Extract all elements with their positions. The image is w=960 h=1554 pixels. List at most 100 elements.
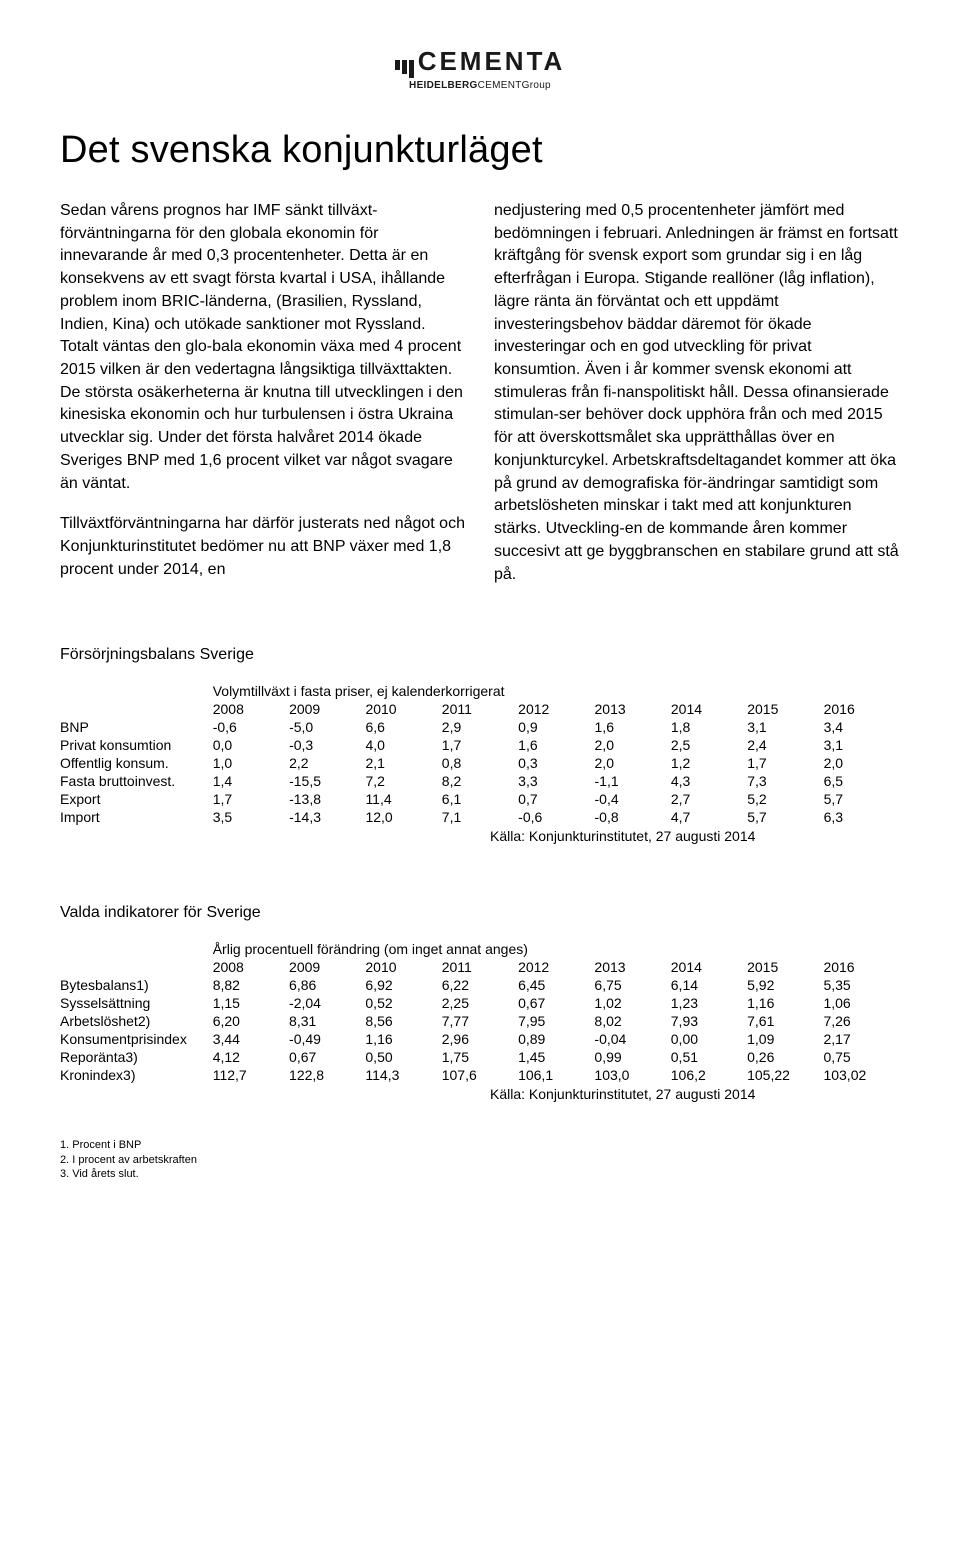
cell: 112,7 xyxy=(213,1066,289,1084)
cell: 0,89 xyxy=(518,1030,594,1048)
cell: 5,7 xyxy=(747,808,823,826)
cell: 106,2 xyxy=(671,1066,747,1084)
cell: -0,49 xyxy=(289,1030,365,1048)
cell: 7,2 xyxy=(365,772,441,790)
cell: -14,3 xyxy=(289,808,365,826)
cell: 6,5 xyxy=(824,772,900,790)
year-header: 2011 xyxy=(442,958,518,976)
cell: 2,0 xyxy=(824,754,900,772)
year-header: 2010 xyxy=(365,958,441,976)
cell: 3,3 xyxy=(518,772,594,790)
cell: 1,7 xyxy=(213,790,289,808)
cell: 1,6 xyxy=(518,736,594,754)
cell: 8,02 xyxy=(594,1012,670,1030)
table-caption: Årlig procentuell förändring (om inget a… xyxy=(213,940,900,958)
year-header: 2016 xyxy=(824,700,900,718)
table-row: Offentlig konsum.1,02,22,10,80,32,01,21,… xyxy=(60,754,900,772)
logo-text: CEMENTA xyxy=(418,46,566,76)
cell: 1,7 xyxy=(442,736,518,754)
cell: 6,22 xyxy=(442,976,518,994)
cell: 5,92 xyxy=(747,976,823,994)
cell: 1,75 xyxy=(442,1048,518,1066)
row-label: Konsumentprisindex xyxy=(60,1030,213,1048)
row-label: Export xyxy=(60,790,213,808)
cell: 6,86 xyxy=(289,976,365,994)
table-row: BNP-0,6-5,06,62,90,91,61,83,13,4 xyxy=(60,718,900,736)
cell: 4,12 xyxy=(213,1048,289,1066)
year-header: 2010 xyxy=(365,700,441,718)
column-left: Sedan vårens prognos har IMF sänkt tillv… xyxy=(60,200,466,586)
cell: 6,75 xyxy=(594,976,670,994)
cell: 2,7 xyxy=(671,790,747,808)
cell: 8,31 xyxy=(289,1012,365,1030)
table-row: Fasta bruttoinvest.1,4-15,57,28,23,3-1,1… xyxy=(60,772,900,790)
cell: 3,1 xyxy=(747,718,823,736)
year-header: 2016 xyxy=(823,958,900,976)
cell: 7,26 xyxy=(823,1012,900,1030)
cell: 7,77 xyxy=(442,1012,518,1030)
logo: CEMENTA HEIDELBERGCEMENTGroup xyxy=(60,48,900,91)
cell: -0,04 xyxy=(594,1030,670,1048)
table-row: Konsumentprisindex3,44-0,491,162,960,89-… xyxy=(60,1030,900,1048)
cell: 1,4 xyxy=(213,772,289,790)
cell: 3,1 xyxy=(824,736,900,754)
cell: 6,3 xyxy=(824,808,900,826)
cell: 4,3 xyxy=(671,772,747,790)
cell: 8,56 xyxy=(365,1012,441,1030)
cell: 0,00 xyxy=(671,1030,747,1048)
cell: 7,93 xyxy=(671,1012,747,1030)
table1-title: Försörjningsbalans Sverige xyxy=(60,646,900,664)
cell: 0,75 xyxy=(823,1048,900,1066)
row-label: Privat konsumtion xyxy=(60,736,213,754)
row-label: Sysselsättning xyxy=(60,994,213,1012)
cell: 107,6 xyxy=(442,1066,518,1084)
cell: 0,3 xyxy=(518,754,594,772)
cell: -13,8 xyxy=(289,790,365,808)
cell: 2,1 xyxy=(365,754,441,772)
cell: 0,8 xyxy=(442,754,518,772)
table1-source: Källa: Konjunkturinstitutet, 27 augusti … xyxy=(60,828,900,844)
year-header: 2012 xyxy=(518,958,594,976)
logo-sub: HEIDELBERGCEMENTGroup xyxy=(60,80,900,91)
table-row: Reporänta3)4,120,670,501,751,450,990,510… xyxy=(60,1048,900,1066)
cell: 114,3 xyxy=(365,1066,441,1084)
cell: 0,67 xyxy=(289,1048,365,1066)
cell: 0,51 xyxy=(671,1048,747,1066)
cell: 1,0 xyxy=(213,754,289,772)
cell: 4,0 xyxy=(365,736,441,754)
cell: 0,7 xyxy=(518,790,594,808)
cell: 6,45 xyxy=(518,976,594,994)
paragraph: Tillväxtförväntningarna har därför juste… xyxy=(60,513,466,581)
cell: 105,22 xyxy=(747,1066,823,1084)
cell: 2,0 xyxy=(595,736,671,754)
cell: 1,16 xyxy=(747,994,823,1012)
row-label: BNP xyxy=(60,718,213,736)
logo-bars-icon xyxy=(395,60,414,78)
table1: Volymtillväxt i fasta priser, ej kalende… xyxy=(60,682,900,826)
cell: 7,1 xyxy=(442,808,518,826)
cell: 103,02 xyxy=(823,1066,900,1084)
table-row: Sysselsättning1,15-2,040,522,250,671,021… xyxy=(60,994,900,1012)
row-label: Bytesbalans1) xyxy=(60,976,213,994)
page-title: Det svenska konjunkturläget xyxy=(60,129,900,172)
logo-main: CEMENTA xyxy=(60,48,900,78)
paragraph: nedjustering med 0,5 procentenheter jämf… xyxy=(494,200,900,586)
cell: 0,52 xyxy=(365,994,441,1012)
cell: 2,4 xyxy=(747,736,823,754)
footnote: 2. I procent av arbetskraften xyxy=(60,1153,900,1167)
footnotes: 1. Procent i BNP 2. I procent av arbetsk… xyxy=(60,1138,900,1181)
cell: 5,2 xyxy=(747,790,823,808)
cell: 1,2 xyxy=(671,754,747,772)
column-right: nedjustering med 0,5 procentenheter jämf… xyxy=(494,200,900,586)
table-row: Import3,5-14,312,07,1-0,6-0,84,75,76,3 xyxy=(60,808,900,826)
row-label: Arbetslöshet2) xyxy=(60,1012,213,1030)
cell: 1,6 xyxy=(595,718,671,736)
year-header: 2013 xyxy=(594,958,670,976)
cell: 1,7 xyxy=(747,754,823,772)
cell: -1,1 xyxy=(595,772,671,790)
cell: 1,06 xyxy=(823,994,900,1012)
cell: 2,5 xyxy=(671,736,747,754)
cell: 4,7 xyxy=(671,808,747,826)
year-header: 2008 xyxy=(213,700,289,718)
cell: 7,95 xyxy=(518,1012,594,1030)
